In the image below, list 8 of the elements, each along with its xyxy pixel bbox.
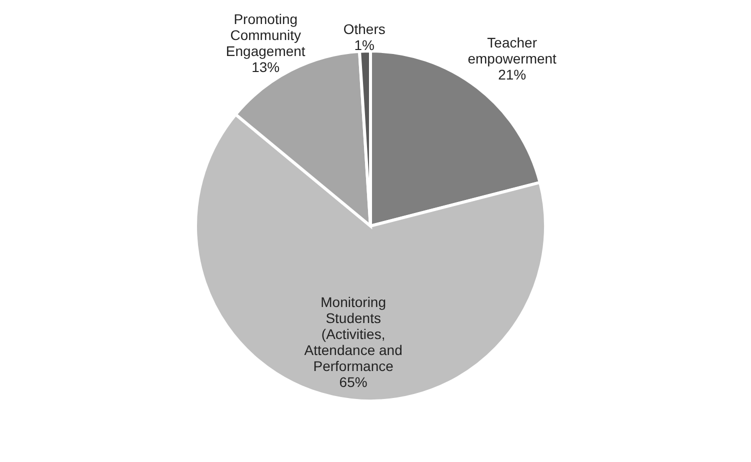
data-label: 1% — [354, 37, 374, 54]
data-label: 13% — [252, 59, 280, 76]
slice-label: Others — [343, 21, 386, 38]
slice-label: Teacher empowerment — [468, 34, 557, 66]
data-label: 21% — [498, 66, 526, 82]
slice-label: Monitoring Students (Activities, Attendance and Performance — [304, 294, 402, 374]
data-label: 65% — [339, 374, 368, 390]
slice-label: Promoting Community Engagement — [226, 11, 306, 60]
